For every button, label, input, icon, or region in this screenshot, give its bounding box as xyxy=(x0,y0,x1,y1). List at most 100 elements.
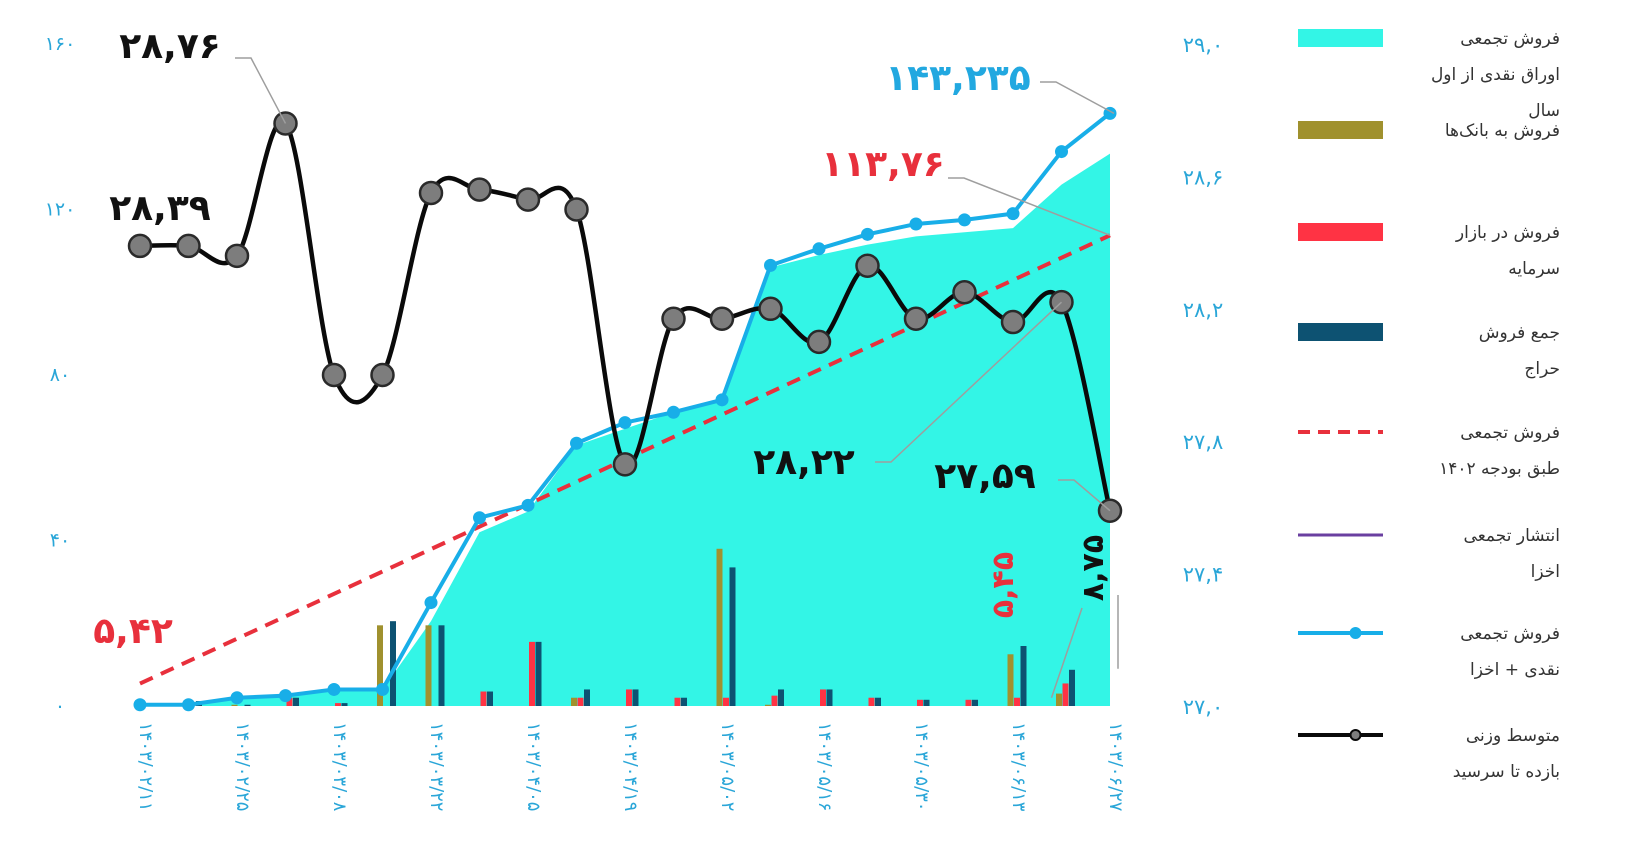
annotation-label: ۲۷,۵۹ xyxy=(934,456,1036,497)
cum-point xyxy=(667,405,680,419)
cum-point xyxy=(570,436,583,450)
bar-1-4 xyxy=(335,703,341,706)
legend-swatch xyxy=(1298,29,1383,47)
bar-1-13 xyxy=(771,695,778,706)
cum-point xyxy=(376,682,389,696)
left-axis-ticks: ۰ ۴۰ ۸۰ ۱۲۰ ۱۶۰ xyxy=(45,33,76,717)
x-tick-label: ۱۴۰۳/۰۴/۰۵ xyxy=(523,722,544,811)
cumulative-cash-area xyxy=(140,153,1110,707)
ytm-point xyxy=(515,187,541,212)
legend-label: انتشار تجمعی xyxy=(1464,526,1560,546)
cum-point xyxy=(230,691,244,705)
annotation-label: ۲۸,۷۶ xyxy=(119,26,221,67)
bar-1-3 xyxy=(286,697,293,706)
x-tick-label: ۱۴۰۳/۰۴/۱۹ xyxy=(620,722,641,811)
bar-2-15 xyxy=(875,697,881,706)
x-tick-label: ۱۴۰۳/۰۲/۱۱ xyxy=(135,722,156,811)
bar-1-16 xyxy=(917,699,923,706)
x-tick-label: ۱۴۰۳/۰۶/۲۷ xyxy=(1105,722,1126,812)
right-tick-label: ۲۷,۴ xyxy=(1183,563,1224,587)
bar-2-12 xyxy=(729,567,736,706)
x-tick-label: ۱۴۰۳/۰۵/۰۲ xyxy=(717,722,738,811)
cum-point xyxy=(764,258,777,272)
x-tick-label: ۱۴۰۳/۰۲/۲۵ xyxy=(232,722,253,811)
cum-point xyxy=(279,689,292,703)
bar-1-14 xyxy=(820,689,826,706)
legend-swatch xyxy=(1298,121,1383,139)
ytm-point xyxy=(903,306,929,331)
bar-1-15 xyxy=(868,697,875,706)
bar-1-11 xyxy=(674,697,681,706)
x-tick-label: ۱۴۰۳/۰۵/۱۶ xyxy=(814,722,835,811)
cum-point xyxy=(521,498,535,512)
bar-2-14 xyxy=(826,689,833,706)
annotation-label: ۵,۴۵ xyxy=(986,552,1021,618)
annotation-label: ۸,۷۵ xyxy=(1076,535,1111,601)
legend-label: فروش تجمعی xyxy=(1460,624,1560,644)
ytm-line xyxy=(127,111,1123,523)
left-tick-label: ۴۰ xyxy=(50,530,70,552)
left-tick-label: ۸۰ xyxy=(50,364,70,386)
legend-label: اوراق نقدی از اول xyxy=(1431,65,1560,85)
annotation-leader xyxy=(875,301,1063,463)
cum-point xyxy=(715,393,729,407)
bar-1-7 xyxy=(480,691,487,706)
annotation-label: ۱۴۳,۲۳۵ xyxy=(885,58,1031,99)
ytm-point xyxy=(855,253,880,279)
right-tick-label: ۲۷,۰ xyxy=(1183,695,1224,719)
ytm-point xyxy=(176,233,201,259)
auction-bars xyxy=(183,548,1075,706)
right-tick-label: ۲۹,۰ xyxy=(1183,33,1224,57)
legend-label: فروش تجمعی xyxy=(1460,29,1560,49)
bar-2-10 xyxy=(632,689,639,706)
cum-point xyxy=(1006,207,1020,221)
legend-label: فروش تجمعی xyxy=(1460,423,1560,443)
cum-point xyxy=(133,698,147,712)
left-tick-label: ۰ xyxy=(55,695,65,717)
ytm-point xyxy=(612,452,638,477)
legend-label: جمع فروش xyxy=(1479,323,1560,343)
ytm-point xyxy=(564,197,589,222)
annotation-label: ۱۱۳,۷۶ xyxy=(821,144,945,185)
legend-label: متوسط وزنی xyxy=(1466,726,1560,746)
cum-point xyxy=(473,511,486,525)
legend-label: سال xyxy=(1528,101,1560,121)
bar-2-2 xyxy=(244,704,251,706)
bar-2-3 xyxy=(293,697,299,706)
annotation-leader xyxy=(1058,479,1111,512)
bar-1-19 xyxy=(1062,683,1069,706)
bar-0-5 xyxy=(377,625,383,706)
cum-point xyxy=(909,217,923,231)
ytm-point xyxy=(661,306,686,331)
bar-1-18 xyxy=(1014,697,1020,706)
ytm-point xyxy=(467,177,492,202)
legend-label: فروش به بانک‌ها xyxy=(1445,121,1560,141)
ytm-point xyxy=(224,243,250,269)
cum-point xyxy=(812,242,826,256)
bar-2-19 xyxy=(1069,669,1075,706)
x-axis-ticks: ۱۴۰۳/۰۲/۱۱ ۱۴۰۳/۰۲/۲۵ ۱۴۰۳/۰۳/۰۸ ۱۴۰۳/۰۳/۲۲… xyxy=(135,722,1126,812)
bar-2-16 xyxy=(923,699,930,706)
bar-1-17 xyxy=(965,699,972,706)
legend-label: حراج xyxy=(1524,359,1560,379)
cumulative-line xyxy=(133,106,1117,712)
x-tick-label: ۱۴۰۳/۰۳/۲۲ xyxy=(426,722,447,811)
legend-label: بازده تا سرسید xyxy=(1453,762,1560,782)
bar-2-6 xyxy=(438,625,445,706)
cum-point xyxy=(861,227,874,241)
right-tick-label: ۲۸,۶ xyxy=(1183,165,1224,189)
ytm-point xyxy=(370,362,395,388)
ytm-point xyxy=(709,306,735,331)
bar-2-4 xyxy=(341,703,348,706)
legend-label: اخزا xyxy=(1531,562,1560,582)
bar-2-5 xyxy=(390,621,396,706)
bar-2-9 xyxy=(584,689,590,706)
cum-point xyxy=(424,596,438,610)
bar-0-19 xyxy=(1056,693,1062,706)
bar-0-13 xyxy=(765,704,771,706)
legend-label: طبق بودجه ۱۴۰۲ xyxy=(1439,459,1560,479)
annotations: ۲۸,۷۶ ۲۸,۳۹ ۲۸,۲۲ ۲۷,۵۹ ۱۴۳,۲۳۵ ۱۱۳,۷۶ ۵,۴۲ ۵,۴… xyxy=(93,26,1119,698)
cum-point xyxy=(618,416,632,430)
